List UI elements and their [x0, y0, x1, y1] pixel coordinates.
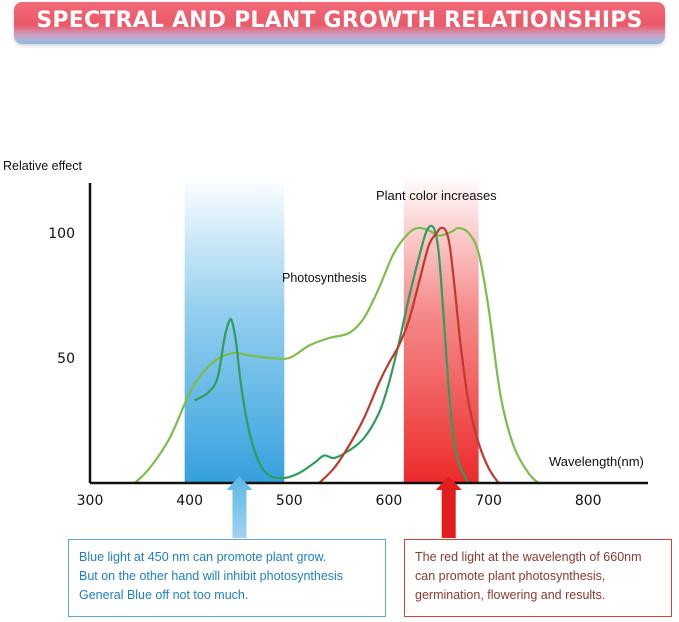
series-line-1: [134, 226, 540, 484]
series-line-2: [194, 224, 470, 484]
blue-arrow-icon: [226, 476, 253, 538]
wavelength-markers: [226, 476, 462, 538]
x-tick-label: 300: [77, 493, 104, 509]
y-tick-label: 50: [57, 351, 75, 367]
title-banner: SPECTRAL AND PLANT GROWTH RELATIONSHIPS: [14, 2, 665, 44]
red-note-line: can promote plant photosynthesis,: [415, 569, 606, 583]
wavelength-bands: [184, 175, 479, 483]
y-axis-label: Relative effect: [3, 159, 83, 173]
x-tick-label: 700: [475, 493, 502, 509]
blue-note-line: Blue light at 450 nm can promote plant g…: [79, 550, 327, 564]
y-tick-label: 100: [48, 226, 75, 242]
x-tick-label: 800: [575, 493, 602, 509]
series-line-3: [318, 226, 500, 484]
axis-ticks: 300 400 500 600 700 800 50 100: [48, 226, 601, 509]
blue-light-note: Blue light at 450 nm can promote plant g…: [68, 539, 386, 617]
blue-note-line: But on the other hand will inhibit photo…: [79, 569, 344, 583]
x-tick-label: 600: [376, 493, 403, 509]
red-note-line: germination, flowering and results.: [415, 588, 606, 602]
red-note-line: The red light at the wavelength of 660nm: [415, 550, 642, 564]
x-tick-label: 500: [276, 493, 303, 509]
x-axis-label: Wavelength(nm): [549, 454, 644, 469]
blue-note-line: General Blue off not too much.: [79, 588, 249, 602]
red-light-band: [403, 175, 479, 483]
red-light-note: The red light at the wavelength of 660nm…: [404, 539, 672, 617]
series-lines: [134, 224, 540, 484]
x-tick-label: 400: [176, 493, 203, 509]
annotation-plant-color: Plant color increases: [376, 188, 497, 203]
red-arrow-icon: [435, 476, 462, 538]
page-title: SPECTRAL AND PLANT GROWTH RELATIONSHIPS: [36, 8, 643, 33]
annotation-photosynthesis: Photosynthesis: [282, 271, 367, 285]
